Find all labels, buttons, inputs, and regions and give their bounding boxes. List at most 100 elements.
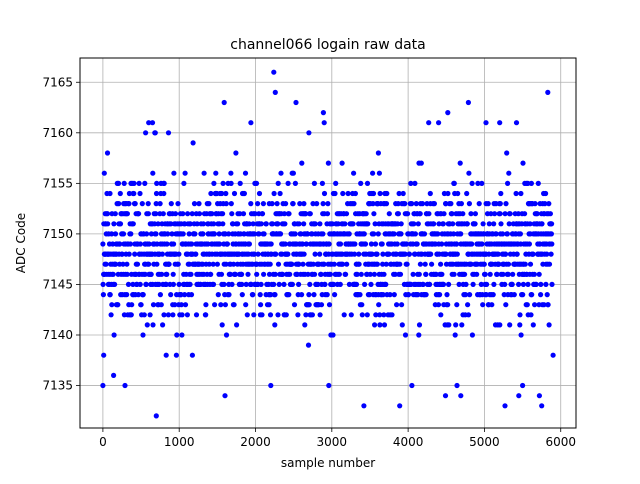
data-point <box>426 211 432 217</box>
y-tick-label: 7140 <box>42 328 73 342</box>
data-point <box>261 271 267 277</box>
data-point <box>163 281 169 287</box>
data-point <box>394 241 400 247</box>
data-point <box>132 251 138 257</box>
data-point <box>467 292 473 298</box>
data-point <box>481 261 487 267</box>
data-point <box>242 170 249 176</box>
data-point <box>356 261 362 267</box>
outlier-point <box>442 393 449 399</box>
data-point <box>263 221 269 227</box>
data-point <box>277 231 284 237</box>
y-tick-label: 7135 <box>42 379 73 393</box>
data-point <box>491 221 497 227</box>
data-point <box>188 292 195 298</box>
data-point <box>346 281 352 287</box>
data-point <box>296 221 302 227</box>
data-point <box>402 332 409 338</box>
data-point <box>176 281 182 287</box>
data-point <box>237 211 243 217</box>
data-point <box>310 201 316 207</box>
data-point <box>348 312 354 318</box>
outlier-point <box>454 382 460 389</box>
data-point <box>547 211 554 217</box>
data-point <box>394 302 400 308</box>
data-point <box>372 241 379 247</box>
data-point <box>161 190 167 197</box>
data-point <box>161 312 167 318</box>
data-point <box>268 241 274 247</box>
data-point <box>172 302 178 308</box>
data-point <box>134 261 141 267</box>
data-point <box>535 180 541 186</box>
data-point <box>300 261 306 267</box>
data-point <box>544 292 550 298</box>
data-point <box>272 322 278 328</box>
data-point <box>376 170 382 176</box>
data-point <box>226 292 232 298</box>
data-point <box>373 312 379 318</box>
data-point <box>312 251 318 257</box>
outlier-point <box>268 382 274 389</box>
data-point <box>398 231 404 237</box>
data-point <box>356 251 362 257</box>
data-point <box>250 292 256 298</box>
data-point <box>301 201 307 207</box>
data-point <box>206 201 212 207</box>
data-point <box>505 271 511 277</box>
data-point <box>412 231 418 237</box>
data-point <box>217 241 223 247</box>
data-point <box>296 281 302 287</box>
data-point <box>405 211 411 217</box>
data-point <box>405 292 412 298</box>
data-point <box>101 170 107 176</box>
data-point <box>395 211 401 217</box>
data-point <box>321 190 328 197</box>
data-point <box>299 292 305 298</box>
data-point <box>520 292 526 298</box>
data-point <box>549 281 555 287</box>
data-point <box>111 332 117 338</box>
data-point <box>489 302 495 308</box>
data-point <box>110 271 116 277</box>
data-point <box>261 231 267 237</box>
data-point <box>239 271 245 277</box>
data-point <box>469 241 475 247</box>
data-point <box>165 312 171 318</box>
data-point <box>549 241 555 247</box>
data-point <box>326 241 332 247</box>
data-point <box>171 241 177 247</box>
data-point <box>476 201 482 207</box>
data-point <box>146 261 152 267</box>
data-point <box>306 292 312 298</box>
data-point <box>501 292 507 298</box>
data-point <box>218 302 224 308</box>
data-point <box>223 332 230 338</box>
data-point <box>113 261 119 267</box>
data-point <box>546 201 552 207</box>
data-point <box>190 140 196 146</box>
data-point <box>531 271 538 277</box>
data-point <box>361 231 367 237</box>
data-point <box>174 332 180 338</box>
outlier-point <box>513 120 520 126</box>
data-point <box>387 292 393 298</box>
data-point <box>182 170 188 176</box>
data-point <box>346 231 352 237</box>
outlier-point <box>426 120 432 126</box>
data-point <box>150 302 157 308</box>
data-point <box>441 211 447 217</box>
data-point <box>330 332 336 338</box>
data-point <box>115 180 122 186</box>
data-point <box>305 342 312 348</box>
data-point <box>504 231 510 237</box>
outlier-point <box>361 403 367 409</box>
data-point <box>144 322 150 328</box>
axis-ticks: 0 1000 2000 3000 4000 5000 6000 7135 7140 7145 715… <box>42 75 576 449</box>
data-point <box>159 251 165 257</box>
data-point <box>171 170 177 176</box>
data-point <box>533 281 539 287</box>
data-point <box>503 201 509 207</box>
data-point <box>269 221 276 227</box>
